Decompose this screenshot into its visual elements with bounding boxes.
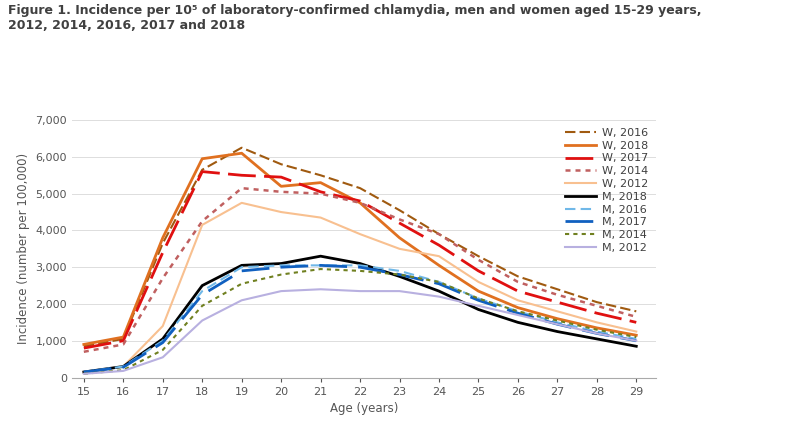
Text: Figure 1. Incidence per 10⁵ of laboratory-confirmed chlamydia, men and women age: Figure 1. Incidence per 10⁵ of laborator… — [8, 4, 702, 32]
Legend: W, 2016, W, 2018, W, 2017, W, 2014, W, 2012, M, 2018, M, 2016, M, 2017, M, 2014,: W, 2016, W, 2018, W, 2017, W, 2014, W, 2… — [563, 126, 650, 255]
Y-axis label: Incidence (number per 100,000): Incidence (number per 100,000) — [17, 153, 30, 344]
X-axis label: Age (years): Age (years) — [330, 402, 398, 415]
